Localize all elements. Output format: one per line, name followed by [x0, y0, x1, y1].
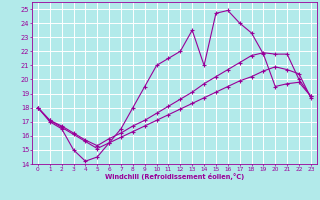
X-axis label: Windchill (Refroidissement éolien,°C): Windchill (Refroidissement éolien,°C)	[105, 173, 244, 180]
